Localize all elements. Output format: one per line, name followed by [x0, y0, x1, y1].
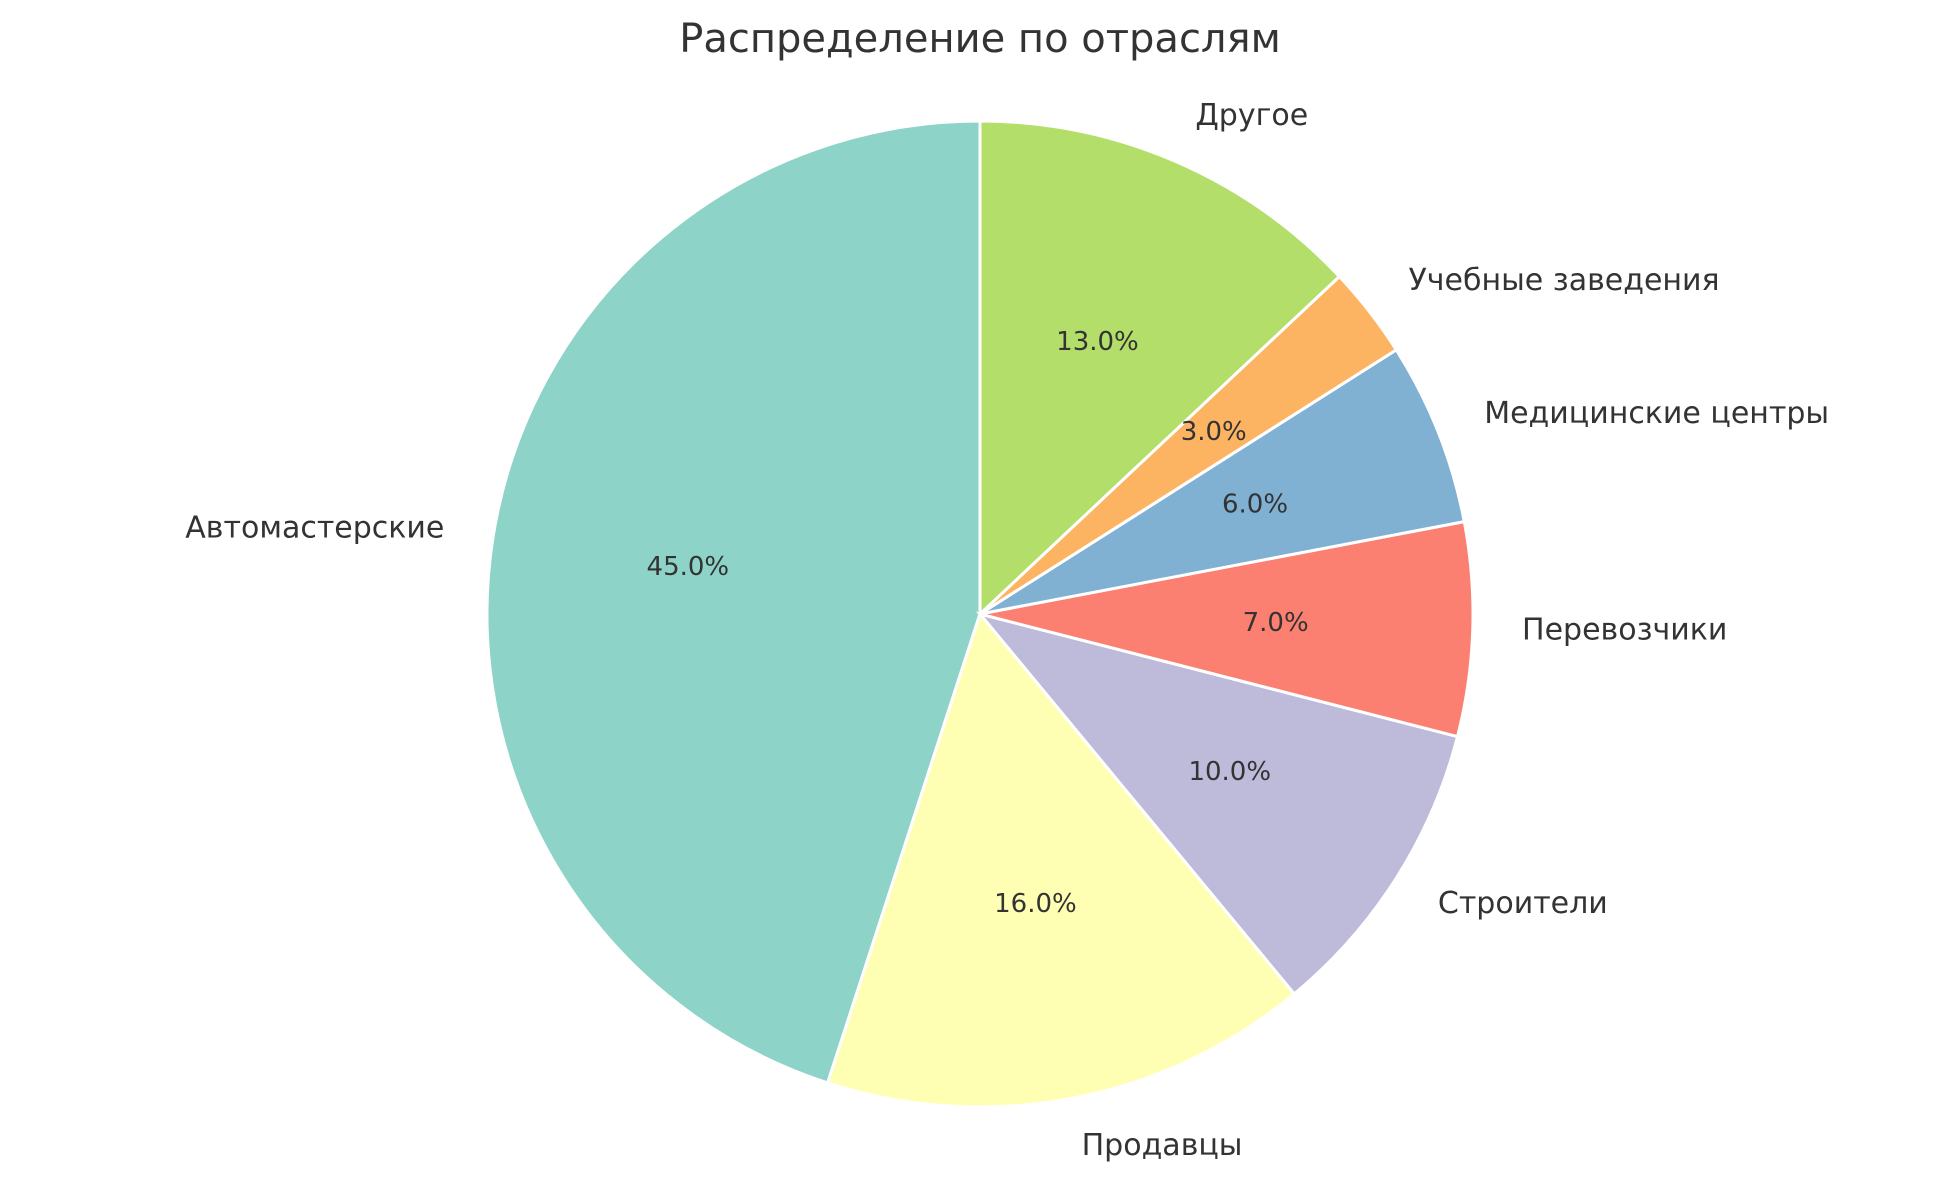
- pie-slice: [979, 519, 1475, 739]
- slice-category-label: Строители: [1438, 886, 1608, 921]
- slice-category-label: Медицинские центры: [1484, 396, 1829, 431]
- slice-percent-label: 45.0%: [647, 552, 730, 582]
- pie-slice: [485, 119, 982, 1085]
- slice-percent-label: 7.0%: [1243, 608, 1309, 638]
- slice-percent-label: 3.0%: [1181, 417, 1247, 447]
- slice-percent-label: 6.0%: [1222, 490, 1288, 520]
- pie-slice: [825, 610, 1297, 1109]
- slice-percent-label: 10.0%: [1188, 757, 1271, 787]
- pie-slice: [979, 347, 1467, 616]
- slice-percent-label: 13.0%: [1056, 327, 1139, 357]
- pie-slice: [978, 119, 1342, 618]
- chart-title: Распределение по отраслям: [679, 16, 1281, 62]
- slice-category-label: Перевозчики: [1522, 613, 1727, 648]
- slice-category-label: Продавцы: [1082, 1128, 1243, 1163]
- pie-slice: [975, 611, 1460, 996]
- slice-category-label: Учебные заведения: [1409, 263, 1720, 298]
- slice-percent-label: 16.0%: [994, 889, 1077, 919]
- pie-labels: Автомастерские 45.0% Продавцы 16.0% Строител…: [185, 98, 1829, 1163]
- pie-slices: [485, 119, 1475, 1109]
- slice-category-label: Другое: [1195, 98, 1308, 133]
- slice-category-label: Автомастерские: [185, 511, 444, 546]
